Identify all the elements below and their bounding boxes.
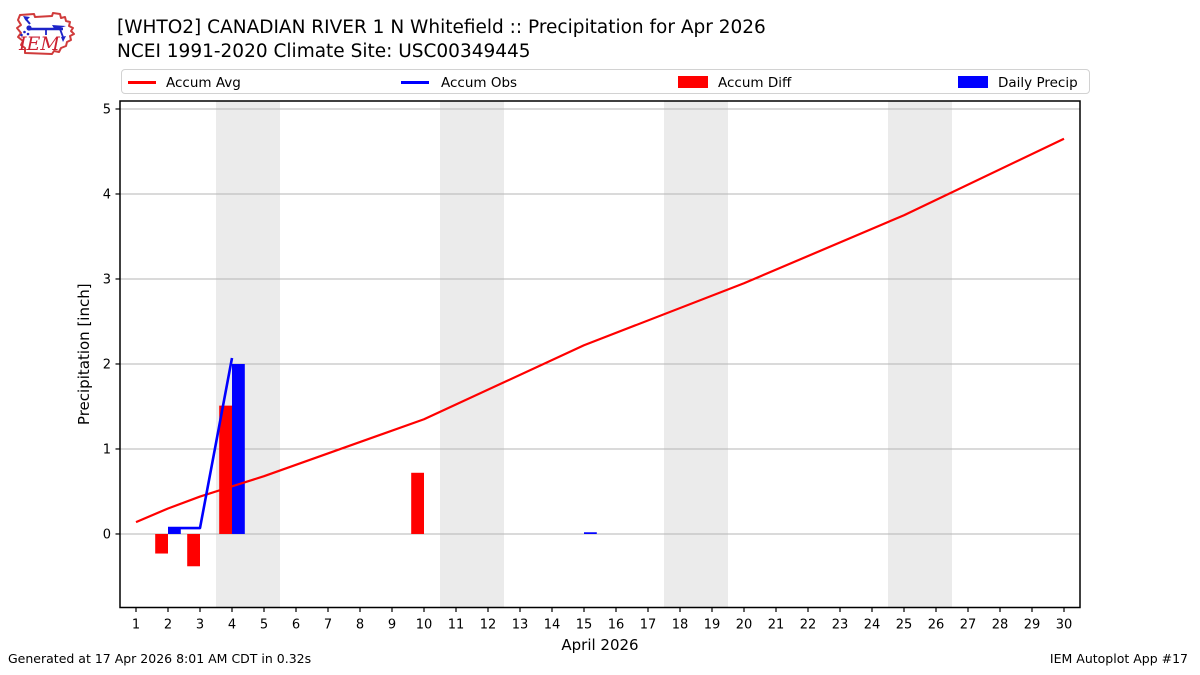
chart-legend: Accum Avg Accum Obs Accum Diff Daily Pre… — [121, 69, 1090, 94]
app-credit: IEM Autoplot App #17 — [1049, 651, 1188, 666]
iem-logo-text: IEM — [18, 33, 60, 55]
y-tick-label: 0 — [103, 527, 111, 542]
x-tick-label: 4 — [228, 618, 236, 633]
x-tick-label: 12 — [480, 618, 497, 633]
x-tick-label: 16 — [608, 618, 625, 633]
x-tick-label: 30 — [1056, 618, 1073, 633]
daily-precip-bar — [168, 528, 181, 534]
x-tick-label: 2 — [164, 618, 172, 633]
accum-diff-legend-swatch — [678, 75, 708, 88]
accum-diff-bar — [219, 405, 232, 534]
x-tick-label: 8 — [356, 618, 364, 633]
accum-obs-legend-label: Accum Obs — [441, 74, 518, 91]
generated-timestamp: Generated at 17 Apr 2026 8:01 AM CDT in … — [8, 651, 312, 666]
daily-precip-legend-label: Daily Precip — [998, 74, 1078, 91]
weather-vane-icon — [20, 16, 66, 42]
y-tick-label: 5 — [103, 102, 111, 117]
x-tick-label: 5 — [260, 618, 268, 633]
x-tick-label: 7 — [324, 618, 332, 633]
weekend-band — [664, 101, 728, 608]
x-tick-label: 27 — [960, 618, 977, 633]
x-tick-label: 28 — [992, 618, 1009, 633]
y-tick-label: 4 — [103, 187, 111, 202]
x-tick-label: 6 — [292, 618, 300, 633]
x-axis-label: April 2026 — [561, 636, 638, 654]
x-tick-label: 15 — [576, 618, 593, 633]
x-tick-label: 19 — [704, 618, 721, 633]
x-tick-label: 18 — [672, 618, 689, 633]
accum-obs-line — [168, 357, 234, 530]
x-tick-label: 11 — [448, 618, 465, 633]
daily-precip-legend-swatch — [958, 75, 988, 88]
x-tick-label: 24 — [864, 618, 881, 633]
chart-title: [WHTO2] CANADIAN RIVER 1 N Whitefield ::… — [117, 17, 766, 38]
accum-diff-bar — [187, 533, 200, 567]
y-tick-label: 3 — [103, 272, 111, 287]
daily-precip-bar — [584, 532, 597, 534]
x-tick-label: 26 — [928, 618, 945, 633]
x-tick-label: 23 — [832, 618, 849, 633]
accum-avg-legend-swatch — [128, 81, 156, 84]
x-tick-label: 22 — [800, 618, 817, 633]
accum-avg-line — [135, 137, 1065, 524]
daily-precip-bar — [232, 363, 245, 534]
x-tick-label: 9 — [388, 618, 396, 633]
accum-diff-legend-label: Accum Diff — [718, 74, 792, 91]
x-tick-label: 25 — [896, 618, 913, 633]
y-axis-label: Precipitation [inch] — [75, 283, 93, 425]
accum-diff-bar — [411, 472, 424, 534]
plot-frame — [119, 100, 1081, 609]
x-tick-label: 1 — [132, 618, 140, 633]
x-tick-label: 21 — [768, 618, 785, 633]
x-tick-label: 3 — [196, 618, 204, 633]
weekend-band — [888, 101, 952, 608]
accum-obs-legend-swatch — [401, 81, 429, 84]
y-tick-label: 1 — [103, 442, 111, 457]
chart-subtitle: NCEI 1991-2020 Climate Site: USC00349445 — [117, 41, 531, 62]
x-tick-label: 20 — [736, 618, 753, 633]
x-tick-label: 14 — [544, 618, 561, 633]
accum-avg-legend-label: Accum Avg — [166, 74, 241, 91]
iem-logo: IEM — [16, 12, 75, 55]
x-tick-label: 29 — [1024, 618, 1041, 633]
y-tick-label: 2 — [103, 357, 111, 372]
x-tick-label: 17 — [640, 618, 657, 633]
x-tick-label: 10 — [416, 618, 433, 633]
weekend-band — [440, 101, 504, 608]
accum-diff-bar — [155, 533, 168, 554]
x-tick-label: 13 — [512, 618, 529, 633]
